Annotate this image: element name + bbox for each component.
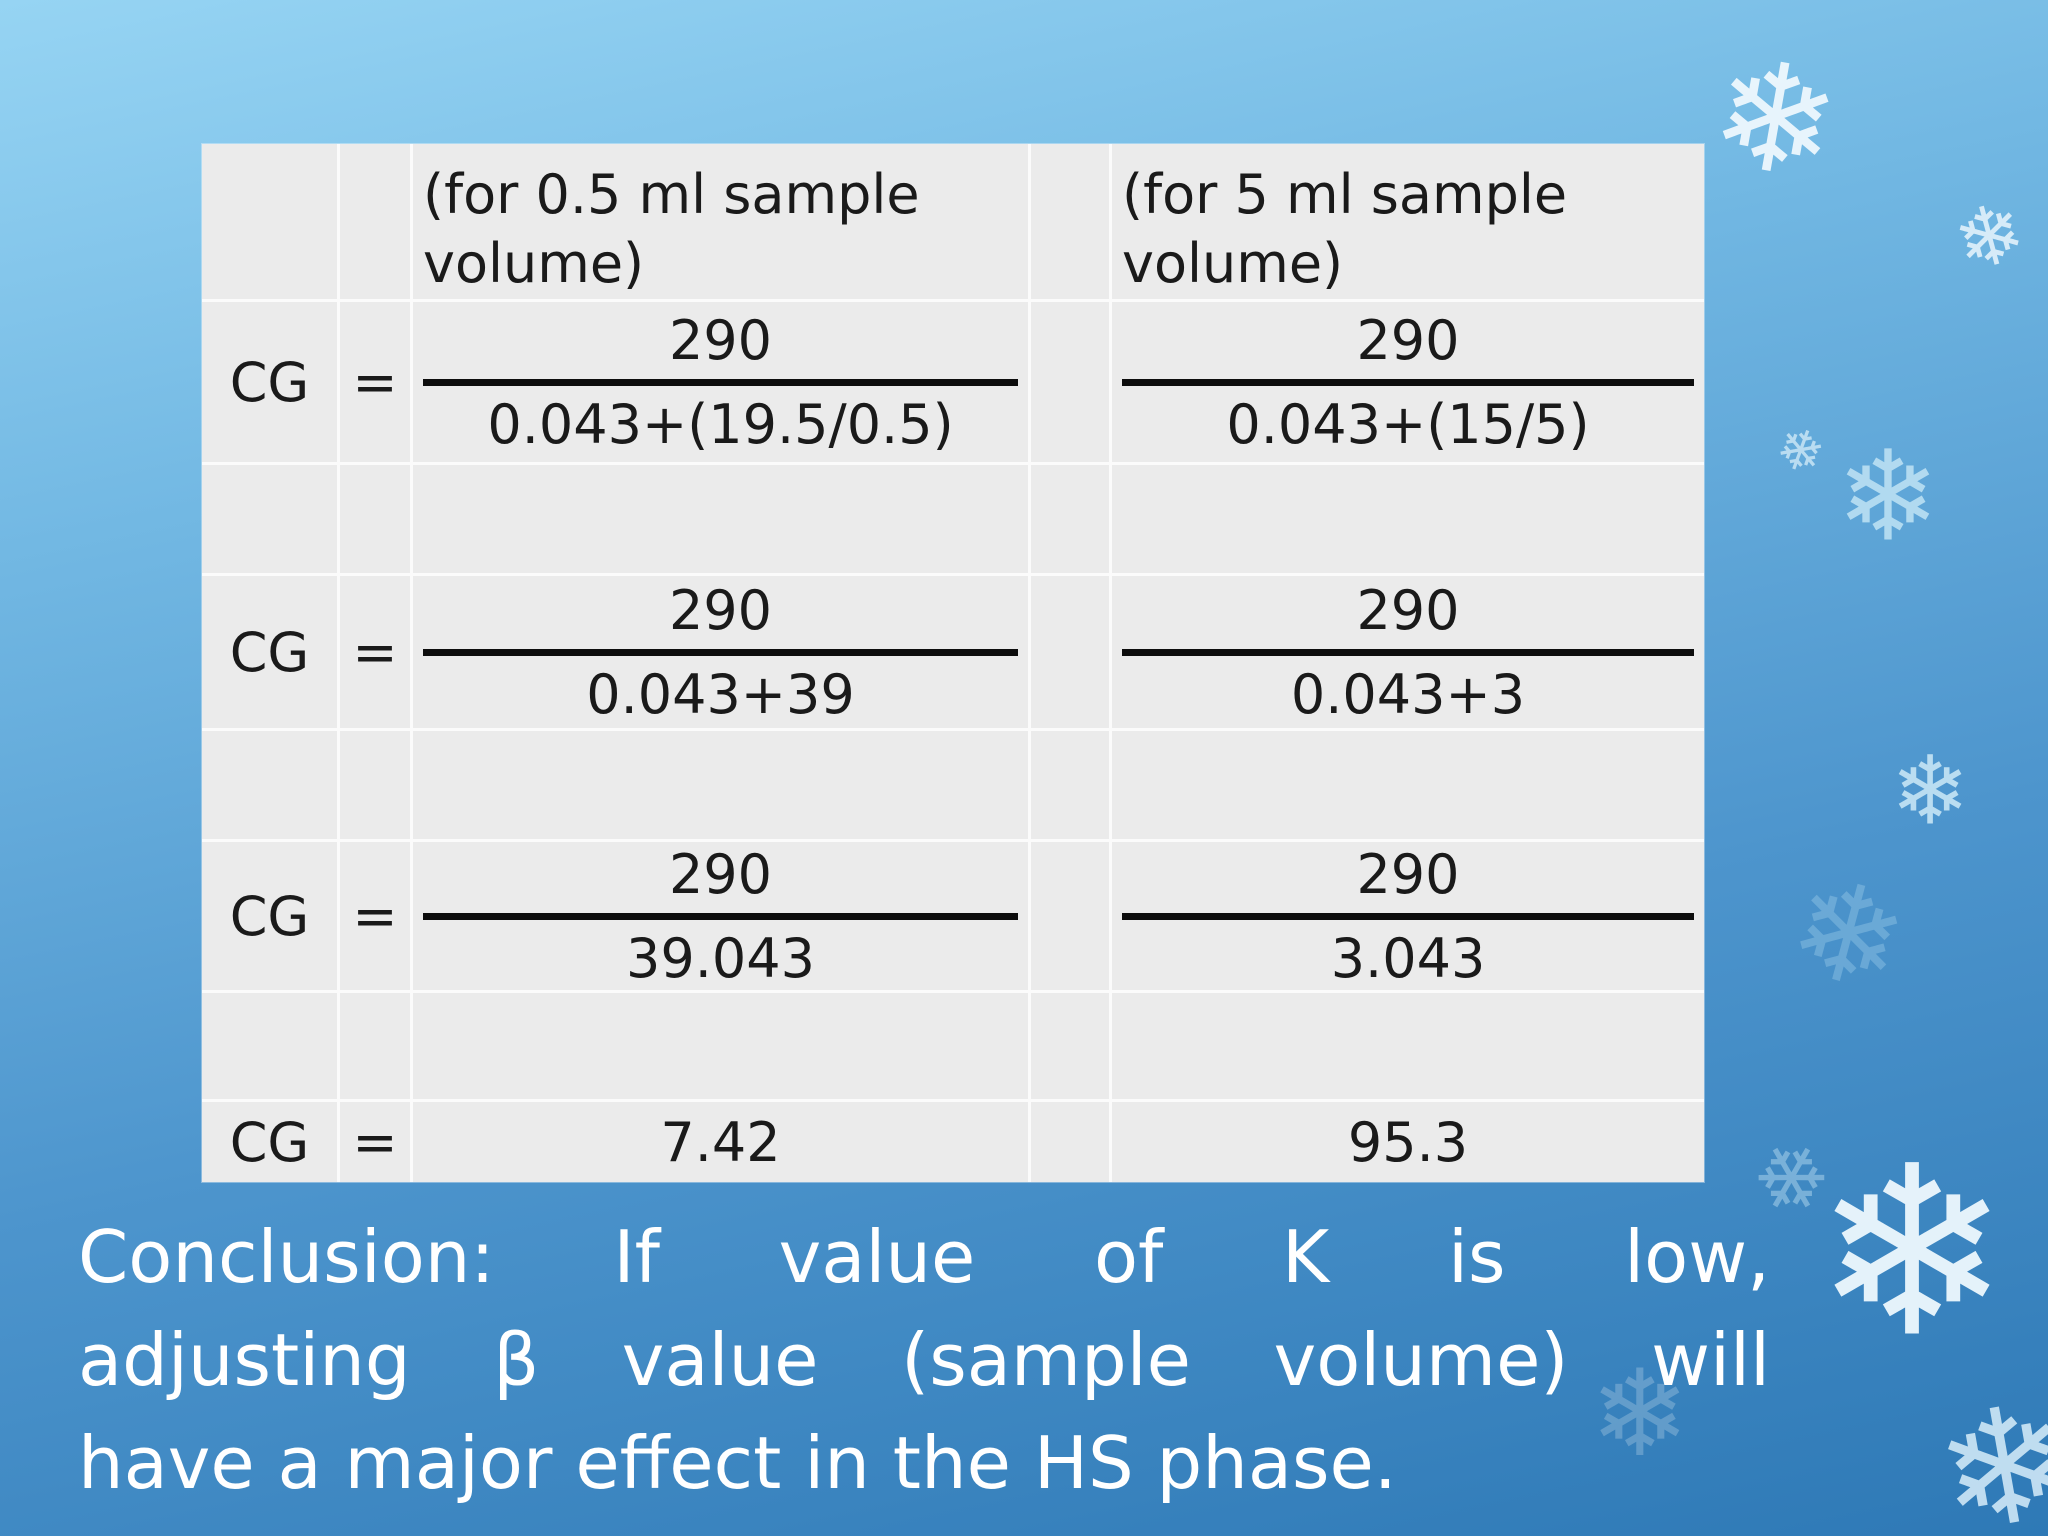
fraction-denominator: 0.043+(19.5/0.5) — [487, 392, 954, 456]
fraction-bar — [423, 648, 1018, 656]
equation-table: (for 0.5 ml sample volume) (for 5 ml sam… — [202, 144, 1704, 1182]
conclusion-text: Conclusion: If value of K is low, adjust… — [78, 1206, 1770, 1515]
table-spacer-cell — [413, 731, 1028, 839]
fraction-denominator: 0.043+39 — [586, 662, 855, 726]
conclusion-line: Conclusion: If value of K is low, — [78, 1215, 1770, 1299]
fraction-denominator: 3.043 — [1330, 926, 1486, 990]
table-spacer-cell — [1031, 465, 1109, 573]
table-spacer-cell — [340, 993, 410, 1099]
snowflake-icon: ❄ — [1698, 23, 1852, 217]
cg-label: CG — [202, 576, 337, 728]
fraction-cell: 290 0.043+3 — [1112, 576, 1704, 728]
table-spacer-cell — [340, 144, 410, 299]
fraction: 290 39.043 — [413, 843, 1028, 990]
table-spacer-cell — [202, 465, 337, 573]
table-spacer-cell — [1031, 1102, 1109, 1182]
table-spacer-cell — [1031, 302, 1109, 462]
table-spacer-cell — [1112, 465, 1704, 573]
fraction-denominator: 0.043+(15/5) — [1226, 392, 1590, 456]
equals-sign: = — [340, 302, 410, 462]
table-spacer-cell — [1031, 993, 1109, 1099]
table-spacer-cell — [202, 144, 337, 299]
fraction-bar — [1122, 912, 1694, 920]
table-spacer-cell — [1031, 842, 1109, 990]
fraction-cell: 290 0.043+39 — [413, 576, 1028, 728]
equals-sign: = — [340, 1102, 410, 1182]
table-spacer-cell — [202, 993, 337, 1099]
snowflake-icon: ❄ — [1773, 844, 1923, 1026]
table-spacer-cell — [340, 465, 410, 573]
result-value-left: 7.42 — [413, 1102, 1028, 1182]
fraction-numerator: 290 — [1356, 842, 1460, 906]
fraction-bar — [423, 912, 1018, 920]
fraction: 290 3.043 — [1112, 843, 1704, 990]
fraction-denominator: 39.043 — [626, 926, 815, 990]
table-spacer-cell — [413, 465, 1028, 573]
column-header-5ml: (for 5 ml sample volume) — [1112, 144, 1704, 299]
snowflake-icon: ❄ — [1835, 424, 1941, 570]
cg-label: CG — [202, 1102, 337, 1182]
fraction-cell: 290 0.043+(19.5/0.5) — [413, 302, 1028, 462]
fraction: 290 0.043+(15/5) — [1112, 309, 1704, 456]
fraction-cell: 290 3.043 — [1112, 842, 1704, 990]
result-value-right: 95.3 — [1112, 1102, 1704, 1182]
fraction: 290 0.043+3 — [1112, 579, 1704, 726]
snowflake-icon: ❄ — [1767, 412, 1834, 491]
column-header-0.5ml: (for 0.5 ml sample volume) — [413, 144, 1028, 299]
fraction-denominator: 0.043+3 — [1290, 662, 1526, 726]
snowflake-icon: ❄ — [1922, 1363, 2048, 1536]
conclusion-line: adjusting β value (sample volume) will — [78, 1318, 1770, 1402]
fraction-numerator: 290 — [668, 842, 773, 906]
fraction-bar — [423, 378, 1018, 386]
fraction-numerator: 290 — [1356, 578, 1460, 642]
fraction-bar — [1122, 648, 1694, 656]
fraction-numerator: 290 — [668, 578, 773, 642]
snowflake-icon: ❄ — [1944, 182, 2036, 293]
snowflake-icon: ❄ — [1813, 1116, 2011, 1390]
fraction-cell: 290 39.043 — [413, 842, 1028, 990]
fraction-cell: 290 0.043+(15/5) — [1112, 302, 1704, 462]
cg-label: CG — [202, 842, 337, 990]
snowflake-icon: ❄ — [1890, 736, 1970, 847]
table-spacer-cell — [413, 993, 1028, 1099]
fraction-numerator: 290 — [668, 308, 773, 372]
table-spacer-cell — [1031, 144, 1109, 299]
table-spacer-cell — [1031, 576, 1109, 728]
fraction: 290 0.043+39 — [413, 579, 1028, 726]
cg-label: CG — [202, 302, 337, 462]
table-spacer-cell — [1031, 731, 1109, 839]
equals-sign: = — [340, 576, 410, 728]
fraction: 290 0.043+(19.5/0.5) — [413, 309, 1028, 456]
table-spacer-cell — [1112, 731, 1704, 839]
fraction-numerator: 290 — [1356, 308, 1460, 372]
table-spacer-cell — [1112, 993, 1704, 1099]
fraction-bar — [1122, 378, 1694, 386]
conclusion-line: have a major effect in the HS phase. — [78, 1421, 1397, 1505]
equals-sign: = — [340, 842, 410, 990]
table-spacer-cell — [340, 731, 410, 839]
table-spacer-cell — [202, 731, 337, 839]
